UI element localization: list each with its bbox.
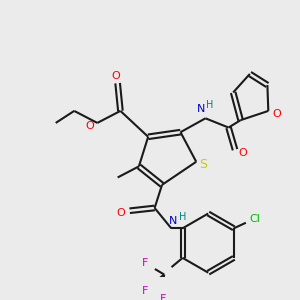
Text: O: O — [85, 121, 94, 131]
Text: H: H — [179, 212, 186, 222]
Text: F: F — [142, 286, 148, 296]
Text: O: O — [272, 109, 281, 119]
Text: N: N — [196, 104, 205, 114]
Text: S: S — [200, 158, 208, 171]
Text: H: H — [206, 100, 214, 110]
Text: O: O — [238, 148, 247, 158]
Text: O: O — [116, 208, 125, 218]
Text: F: F — [160, 293, 166, 300]
Text: Cl: Cl — [250, 214, 260, 224]
Text: F: F — [142, 258, 148, 268]
Text: N: N — [169, 216, 177, 226]
Text: O: O — [111, 71, 120, 81]
